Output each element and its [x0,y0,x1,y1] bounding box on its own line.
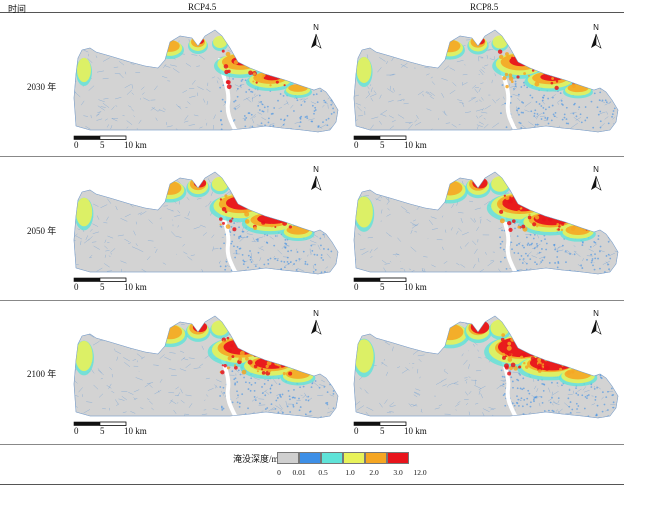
row-divider-3 [0,444,624,445]
scale-bar: 0 5 10 km [73,421,147,436]
north-arrow-icon: N [311,23,322,49]
svg-text:0: 0 [74,426,79,436]
svg-text:N: N [593,165,599,174]
svg-text:10 km: 10 km [404,282,427,292]
svg-text:N: N [593,309,599,318]
north-arrow-icon: N [591,165,602,191]
north-arrow-icon: N [311,165,322,191]
svg-text:5: 5 [380,140,385,150]
map-panel-rcp45-2030: N 0 5 10 km [70,18,342,150]
svg-text:N: N [593,23,599,32]
legend-swatch-5 [387,452,409,464]
scale-bar: 0 5 10 km [73,277,147,292]
row-divider-2 [0,300,624,301]
header-time-label: 时间 [8,4,27,14]
header-rcp85: RCP8.5 [470,2,499,12]
legend-swatch-3 [343,452,365,464]
svg-text:0: 0 [74,282,79,292]
row-label-2030: 2030 年 [27,82,57,92]
inundation-map: N 0 5 10 km [73,23,339,150]
svg-text:10 km: 10 km [124,426,147,436]
svg-text:0: 0 [354,282,359,292]
scale-bar: 0 5 10 km [353,135,427,150]
svg-text:5: 5 [100,140,105,150]
inundation-map: N 0 5 10 km [73,309,339,436]
legend-swatch-2 [321,452,343,464]
map-panel-rcp85-2030: N 0 5 10 km [350,18,622,150]
scale-bar: 0 5 10 km [353,421,427,436]
inundation-map: N 0 5 10 km [353,309,619,436]
legend-tick-6: 12.0 [413,468,427,477]
header-rule [0,12,624,13]
map-panel-rcp45-2100: N 0 5 10 km [70,304,342,436]
svg-text:5: 5 [380,426,385,436]
svg-text:5: 5 [100,426,105,436]
svg-text:10 km: 10 km [404,140,427,150]
legend-ticks: 0 0.01 0.5 1.0 2.0 3.0 12.0 [277,468,437,480]
svg-text:0: 0 [74,140,79,150]
svg-text:N: N [313,309,319,318]
scale-bar: 0 5 10 km [353,277,427,292]
row-divider-1 [0,156,624,157]
north-arrow-icon: N [591,23,602,49]
legend-swatch-0 [277,452,299,464]
svg-text:N: N [313,165,319,174]
legend-tick-2: 0.5 [318,468,328,477]
legend-swatch-4 [365,452,387,464]
legend-tick-4: 2.0 [369,468,379,477]
bottom-rule [0,484,624,485]
svg-text:5: 5 [100,282,105,292]
row-label-2050: 2050 年 [27,226,57,236]
north-arrow-icon: N [591,309,602,335]
north-arrow-icon: N [311,309,322,335]
legend-color-bar [277,452,409,464]
map-panel-rcp45-2050: N 0 5 10 km [70,160,342,292]
svg-text:0: 0 [354,140,359,150]
legend-title: 淹没深度/m [233,454,279,464]
legend-swatch-1 [299,452,321,464]
svg-text:N: N [313,23,319,32]
scale-bar: 0 5 10 km [73,135,147,150]
legend-tick-1: 0.01 [292,468,306,477]
legend-tick-0: 0 [277,468,281,477]
inundation-map: N 0 5 10 km [353,23,619,150]
svg-text:10 km: 10 km [124,282,147,292]
map-panel-rcp85-2100: N 0 5 10 km [350,304,622,436]
legend-tick-3: 1.0 [345,468,355,477]
map-panel-rcp85-2050: N 0 5 10 km [350,160,622,292]
inundation-map: N 0 5 10 km [73,165,339,292]
inundation-map: N 0 5 10 km [353,165,619,292]
svg-text:10 km: 10 km [124,140,147,150]
row-label-2100: 2100 年 [27,369,57,379]
svg-text:5: 5 [380,282,385,292]
svg-text:10 km: 10 km [404,426,427,436]
svg-text:0: 0 [354,426,359,436]
legend-tick-5: 3.0 [393,468,403,477]
header-rcp45: RCP4.5 [188,2,217,12]
